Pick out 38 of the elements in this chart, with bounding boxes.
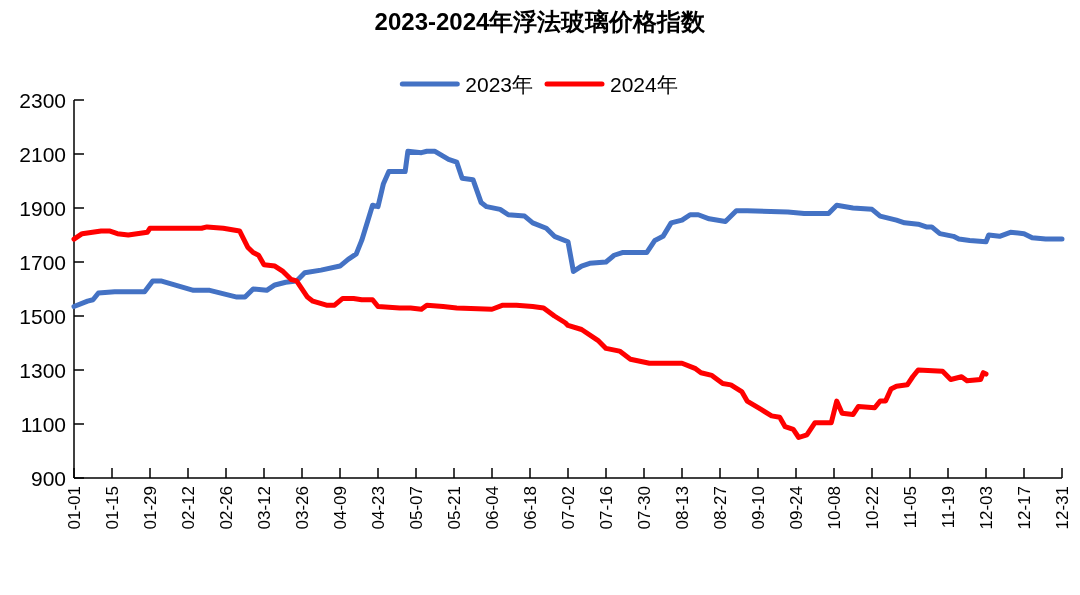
y-tick-label: 1100 [20,412,66,436]
x-tick-label: 06-04 [482,486,502,530]
x-tick-label: 08-13 [672,486,692,530]
x-tick-label: 01-15 [102,486,122,530]
x-tick-label: 09-24 [786,486,806,530]
x-tick-label: 10-08 [824,486,844,530]
x-tick-label: 06-18 [520,486,540,530]
x-tick-label: 12-17 [1014,486,1034,530]
x-tick-label: 07-02 [558,486,578,530]
x-tick-label: 11-19 [938,486,958,529]
x-tick-label: 08-27 [710,486,730,530]
y-tick-label: 1300 [19,358,66,382]
x-tick-label: 07-30 [634,486,654,530]
y-tick-label: 900 [30,466,66,490]
legend-label: 2023年 [465,72,533,96]
y-tick-label: 2300 [19,88,66,112]
x-tick-label: 01-29 [140,486,160,530]
x-tick-label: 10-22 [862,486,882,530]
y-tick-label: 1500 [19,304,66,328]
x-tick-label: 03-12 [254,486,274,530]
x-tick-label: 12-31 [1052,486,1072,530]
x-tick-label: 07-16 [596,486,616,530]
x-tick-label: 04-23 [368,486,388,530]
x-tick-label: 01-01 [64,486,84,530]
x-tick-label: 12-03 [976,486,996,530]
x-tick-label: 03-26 [292,486,312,530]
x-tick-label: 02-12 [178,486,198,530]
y-tick-label: 1700 [19,250,66,274]
x-tick-label: 04-09 [330,486,350,530]
x-tick-label: 09-10 [748,486,768,530]
x-tick-label: 11-05 [900,486,920,529]
y-tick-label: 2100 [19,142,66,166]
x-tick-label: 02-26 [216,486,236,530]
x-tick-label: 05-21 [444,486,464,530]
y-tick-label: 1900 [19,196,66,220]
legend-label: 2024年 [610,72,678,96]
x-tick-label: 05-07 [406,486,426,530]
chart-title: 2023-2024年浮法玻璃价格指数 [374,8,707,35]
